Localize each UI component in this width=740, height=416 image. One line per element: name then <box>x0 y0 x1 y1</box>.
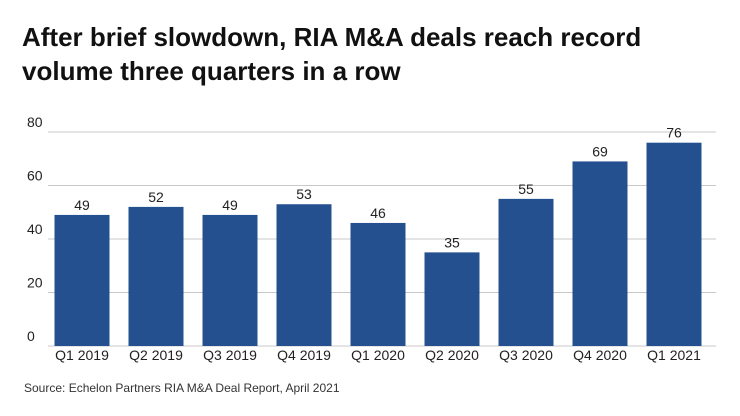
x-tick-label: Q2 2020 <box>425 347 479 363</box>
value-label: 49 <box>74 197 90 213</box>
bar <box>202 214 258 346</box>
value-label: 69 <box>592 143 608 159</box>
x-tick-label: Q4 2019 <box>277 347 331 363</box>
source-note: Source: Echelon Partners RIA M&A Deal Re… <box>24 381 340 395</box>
value-label: 49 <box>222 197 238 213</box>
x-tick-label: Q3 2020 <box>499 347 553 363</box>
bar <box>276 204 332 346</box>
y-tick-label: 0 <box>27 328 35 344</box>
x-tick-label: Q1 2019 <box>55 347 109 363</box>
x-tick-label: Q4 2020 <box>573 347 627 363</box>
y-tick-label: 40 <box>27 221 43 237</box>
chart-title: volume three quarters in a row <box>22 56 401 86</box>
x-tick-label: Q1 2021 <box>647 347 701 363</box>
bar <box>350 222 406 346</box>
x-tick-label: Q3 2019 <box>203 347 257 363</box>
value-label: 55 <box>518 181 534 197</box>
y-tick-label: 20 <box>27 275 43 291</box>
bar <box>54 214 110 346</box>
bar <box>128 206 184 346</box>
bar <box>572 161 628 346</box>
value-label: 35 <box>444 234 460 250</box>
value-label: 76 <box>666 125 682 141</box>
value-label: 53 <box>296 186 312 202</box>
x-tick-label: Q1 2020 <box>351 347 405 363</box>
value-label: 46 <box>370 205 386 221</box>
bar <box>646 142 702 346</box>
value-label: 52 <box>148 189 164 205</box>
bar <box>498 198 554 346</box>
y-tick-label: 80 <box>27 114 43 130</box>
bar <box>424 252 480 346</box>
x-tick-label: Q2 2019 <box>129 347 183 363</box>
y-tick-label: 60 <box>27 168 43 184</box>
chart-title: After brief slowdown, RIA M&A deals reac… <box>22 22 641 52</box>
